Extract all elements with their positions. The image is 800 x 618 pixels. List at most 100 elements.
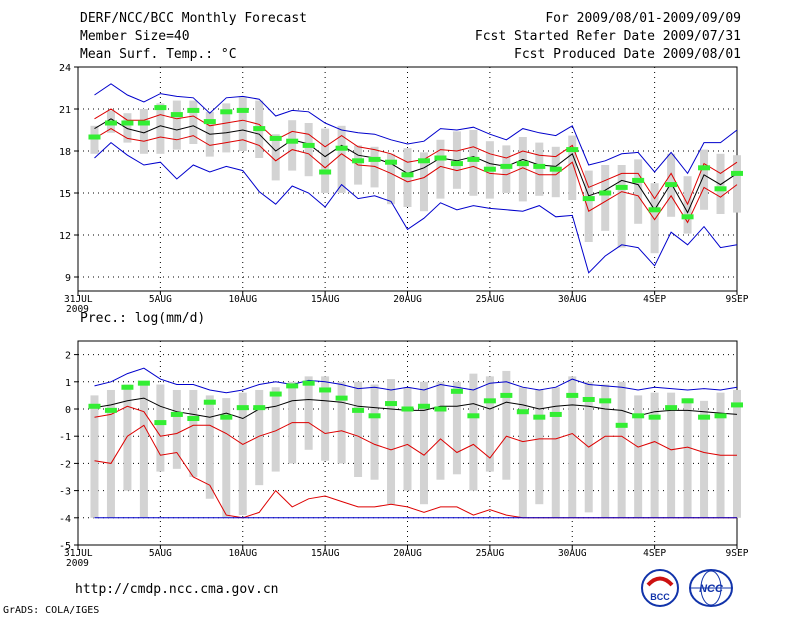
observed-marker — [236, 107, 249, 113]
observed-marker — [286, 138, 299, 144]
y-tick-label: -3 — [59, 487, 71, 498]
observed-marker — [319, 387, 332, 393]
observed-marker — [170, 411, 183, 417]
source-url[interactable]: http://cmdp.ncc.cma.gov.cn — [75, 582, 279, 597]
x-tick-label: 15AUG — [311, 294, 340, 305]
spread-box — [156, 103, 165, 154]
series-line-spread_lower — [94, 405, 737, 459]
observed-marker — [500, 163, 513, 169]
observed-marker — [319, 169, 332, 175]
spread-box — [403, 387, 412, 491]
observed-marker — [615, 184, 628, 190]
observed-marker — [269, 135, 282, 141]
spread-box — [535, 389, 544, 505]
spread-box — [189, 100, 198, 144]
spread-box — [617, 381, 626, 518]
series-line-min — [94, 141, 738, 274]
y-tick-label: 15 — [59, 189, 71, 200]
spread-box — [617, 165, 626, 248]
fcst-started-label: Fcst Started Refer Date 2009/07/31 — [474, 29, 741, 44]
x-tick-label: 25AUG — [476, 548, 505, 559]
spread-box — [189, 389, 198, 477]
spread-box — [222, 103, 231, 153]
observed-marker — [549, 166, 562, 172]
spread-box — [634, 159, 643, 224]
spread-box — [518, 137, 527, 202]
x-tick-label: 5AUG — [149, 548, 172, 559]
x-tick-label: 25AUG — [476, 294, 505, 305]
observed-marker — [450, 388, 463, 394]
observed-marker — [632, 413, 645, 419]
observed-marker — [417, 403, 430, 409]
observed-marker — [401, 172, 414, 178]
observed-marker — [549, 411, 562, 417]
spread-box — [419, 381, 428, 505]
spread-box — [238, 96, 247, 151]
observed-marker — [483, 398, 496, 404]
spread-box — [321, 376, 330, 461]
spread-box — [403, 148, 412, 207]
x-tick-label: 2009 — [66, 558, 89, 569]
spread-box — [650, 183, 659, 254]
observed-marker — [648, 207, 661, 213]
observed-marker — [88, 134, 101, 140]
spread-box — [601, 384, 610, 518]
y-tick-label: 21 — [59, 105, 71, 116]
observed-marker — [681, 214, 694, 220]
spread-box — [436, 139, 445, 199]
observed-marker — [665, 405, 678, 411]
observed-marker — [516, 161, 529, 167]
fcst-produced-label: Fcst Produced Date 2009/08/01 — [514, 47, 741, 62]
x-tick-label: 9SEP — [726, 548, 749, 559]
spread-box — [452, 131, 461, 189]
observed-marker — [401, 406, 414, 412]
observed-marker — [385, 401, 398, 407]
observed-marker — [253, 405, 266, 411]
observed-marker — [731, 170, 743, 176]
spread-box — [304, 123, 313, 177]
x-tick-label: 20AUG — [393, 548, 422, 559]
grads-credit: GrADS: COLA/IGES — [3, 605, 100, 616]
spread-box — [370, 384, 379, 480]
series-line-mean — [94, 397, 738, 420]
observed-marker — [599, 398, 612, 404]
y-tick-label: -5 — [59, 541, 71, 552]
observed-marker — [731, 402, 743, 408]
y-tick-label: 18 — [59, 147, 71, 158]
spread-box — [716, 153, 725, 214]
spread-box — [222, 398, 231, 518]
observed-marker — [368, 156, 381, 162]
spread-box — [337, 125, 346, 193]
bcc-logo-ring — [641, 569, 679, 607]
x-tick-label: 31JUL — [64, 294, 93, 305]
observed-marker — [352, 407, 365, 413]
spread-box — [139, 109, 148, 154]
observed-marker — [302, 380, 315, 386]
observed-marker — [286, 383, 299, 389]
observed-marker — [632, 177, 645, 183]
x-tick-label: 20AUG — [393, 294, 422, 305]
observed-marker — [566, 392, 579, 398]
x-tick-label: 30AUG — [558, 294, 587, 305]
observed-marker — [681, 398, 694, 404]
spread-box — [90, 125, 99, 154]
spread-box — [90, 395, 99, 518]
observed-marker — [137, 380, 150, 386]
chart-title: DERF/NCC/BCC Monthly Forecast — [80, 11, 307, 26]
observed-marker — [417, 158, 430, 164]
series-line-upper — [94, 108, 738, 206]
spread-box — [568, 135, 577, 200]
spread-box — [288, 120, 297, 171]
observed-marker — [566, 147, 579, 153]
spread-box — [601, 165, 610, 231]
observed-marker — [516, 409, 529, 415]
x-tick-label: 2009 — [66, 304, 89, 315]
spread-box — [700, 400, 709, 518]
observed-marker — [121, 384, 134, 390]
spread-box — [650, 392, 659, 518]
spread-box — [354, 381, 363, 477]
spread-box — [271, 134, 280, 181]
observed-marker — [533, 163, 546, 169]
